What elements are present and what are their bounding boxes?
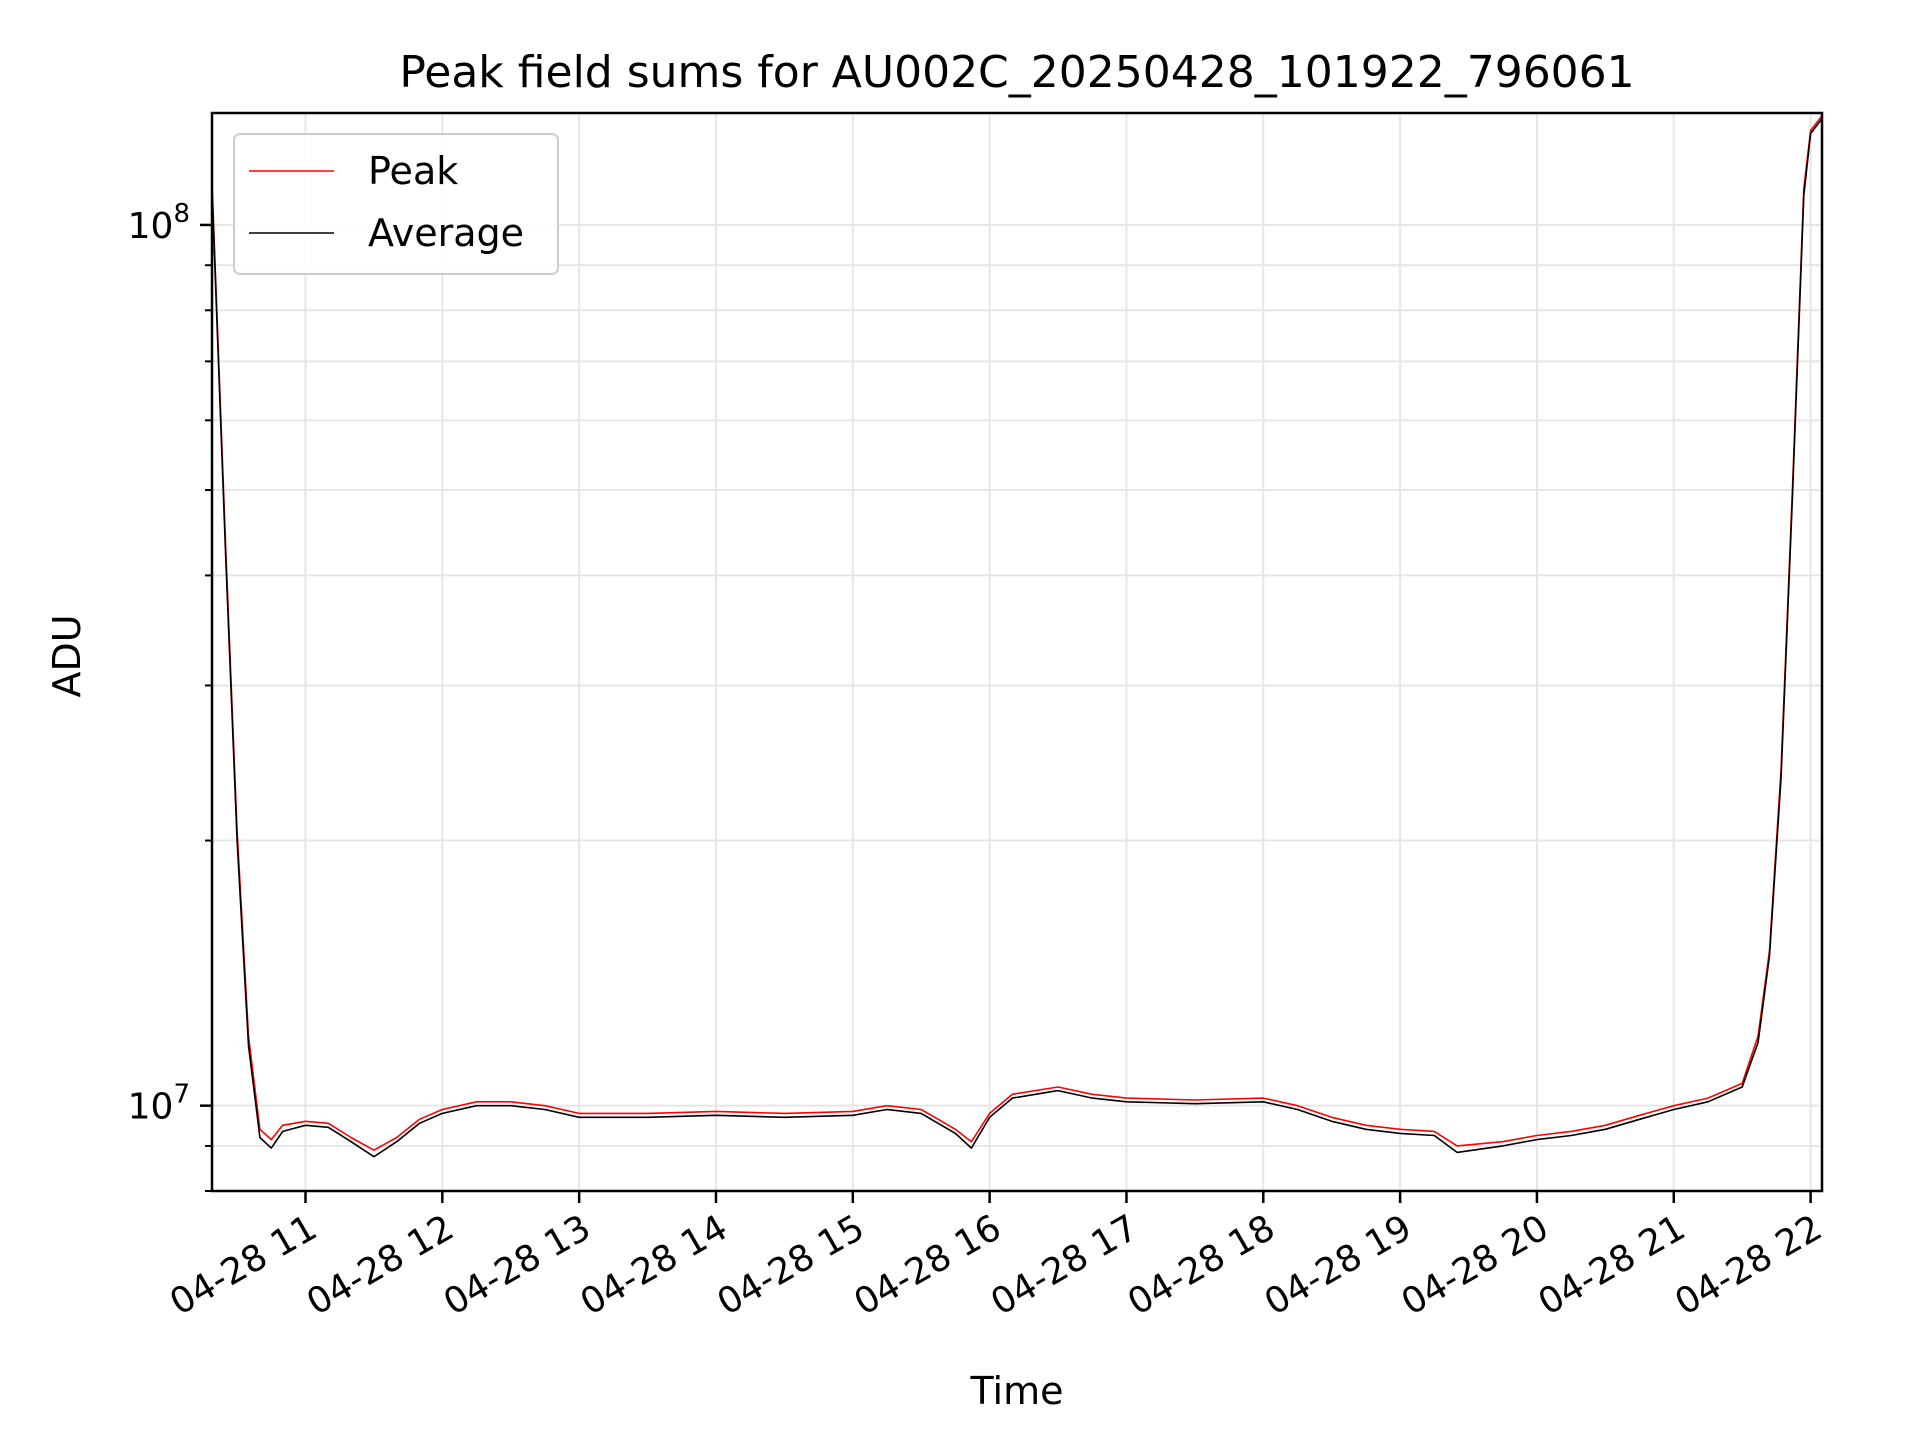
x-axis-label: Time [970, 1369, 1064, 1413]
plot-frame [210, 111, 1824, 1193]
legend-box [233, 133, 559, 275]
legend-label-average: Average [368, 211, 524, 255]
x-tick-label: 04-28 18 [1121, 1207, 1282, 1323]
chart-title: Peak field sums for AU002C_20250428_1019… [399, 47, 1634, 98]
x-tick-label: 04-28 22 [1668, 1207, 1829, 1323]
y-tick-label: 108 [128, 199, 190, 247]
x-tick-label: 04-28 21 [1532, 1207, 1693, 1323]
y-tick-label: 107 [128, 1080, 190, 1128]
legend-label-peak: Peak [368, 149, 458, 193]
series-lines [211, 115, 1823, 1158]
series-line-average [211, 118, 1823, 1158]
y-axis-ticks: 107 108 [128, 199, 212, 1192]
x-tick-label: 04-28 11 [163, 1207, 324, 1323]
y-axis-label: ADU [45, 614, 89, 697]
x-tick-label: 04-28 15 [711, 1207, 872, 1323]
series-line-peak [211, 115, 1823, 1151]
x-tick-label: 04-28 14 [574, 1207, 735, 1323]
x-tick-label: 04-28 13 [437, 1207, 598, 1323]
legend: Peak Average [233, 133, 559, 275]
x-tick-label: 04-28 20 [1395, 1207, 1556, 1323]
x-tick-label: 04-28 19 [1258, 1207, 1419, 1323]
x-tick-label: 04-28 17 [984, 1207, 1145, 1323]
x-tick-label: 04-28 16 [847, 1207, 1008, 1323]
x-tick-label: 04-28 12 [300, 1207, 461, 1323]
